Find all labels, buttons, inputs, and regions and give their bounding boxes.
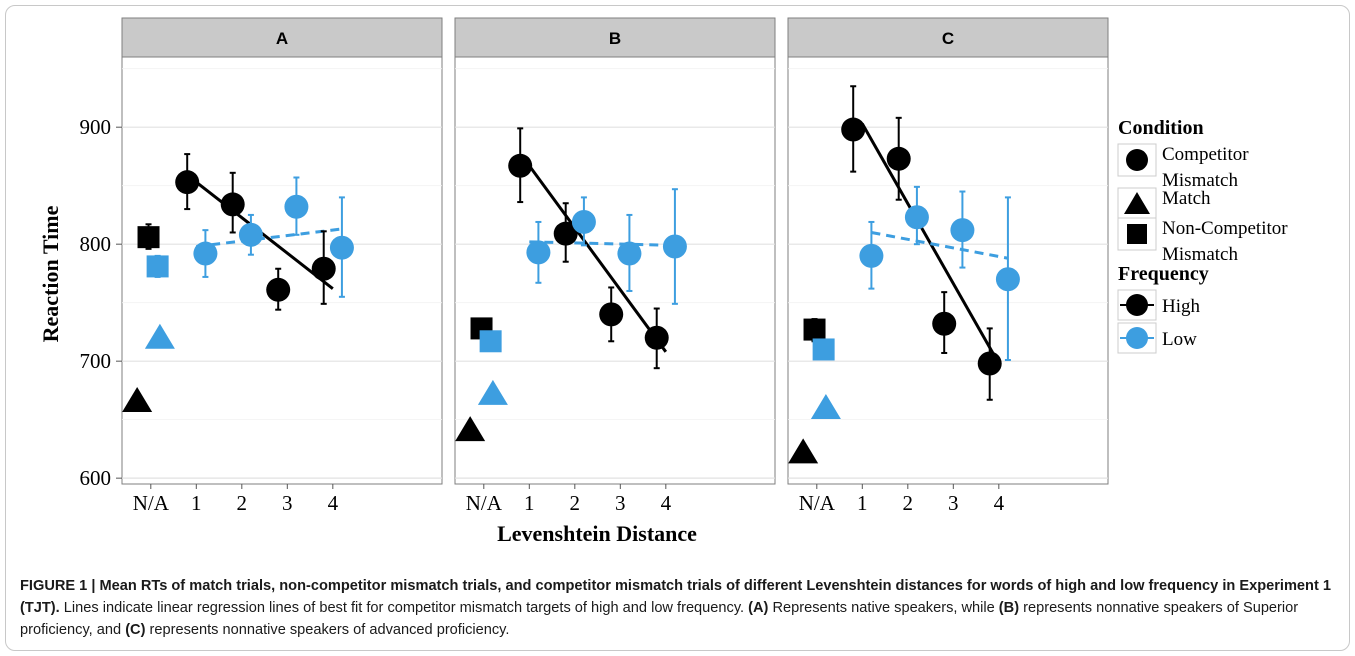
point-competitor-mismatch-low [193,241,218,266]
panel-b: B [454,17,776,485]
point-competitor-mismatch-high [220,192,245,217]
legend-condition-label: Mismatch [1162,244,1238,265]
point-competitor-mismatch-high [175,170,200,195]
x-tick-label: N/A [133,491,170,515]
x-tick-label: 1 [857,491,868,515]
point-competitor-mismatch-low [904,205,929,230]
y-tick-label: 900 [80,115,112,139]
y-tick-label: 700 [80,349,112,373]
regression-line-high [195,180,334,290]
legend-square-icon [1127,224,1147,244]
point-competitor-mismatch-high [553,221,578,246]
point-competitor-mismatch-low [571,209,596,234]
panel-strip-label: B [609,29,621,48]
regression-line-low [529,240,675,247]
regression-line-low [871,231,1009,260]
point-competitor-mismatch-high [886,146,911,171]
legend-condition-title: Condition [1118,117,1204,139]
caption-text-4: represents nonnative speakers of advance… [145,622,510,638]
x-tick-label: 1 [524,491,535,515]
x-tick-label: 2 [570,491,581,515]
legend-condition-label: Mismatch [1162,170,1238,191]
legend-frequency-label: High [1162,296,1201,317]
x-tick-label: N/A [799,491,836,515]
panel-a: A [121,17,443,485]
x-tick-label: 4 [328,491,339,515]
legend-frequency-label: Low [1162,329,1197,350]
panel-plot-area [121,56,443,485]
point-competitor-mismatch-high [644,325,669,350]
legend-circle-icon [1126,327,1148,349]
point-competitor-mismatch-low [662,234,687,259]
point-match-high [455,416,486,442]
point-competitor-mismatch-low [284,194,309,219]
panel-strip [121,17,443,58]
point-non-competitor-mismatch-high [137,226,160,249]
point-competitor-mismatch-low [238,222,263,247]
point-competitor-mismatch-low [995,267,1020,292]
point-match-low [144,323,175,349]
panel-strip-label: C [942,29,954,48]
point-competitor-mismatch-low [329,235,354,260]
point-competitor-mismatch-low [950,218,975,243]
point-competitor-mismatch-low [526,240,551,265]
point-competitor-mismatch-high [311,256,336,281]
regression-line-low [196,227,343,249]
point-competitor-mismatch-high [841,117,866,142]
y-tick-label: 600 [80,466,112,490]
legend-triangle-icon [1124,192,1150,214]
figure-chart: Reaction Time Levenshtein Distance A B C N… [38,17,1288,546]
x-tick-label: 3 [282,491,293,515]
caption-text-2: Represents native speakers, while [768,600,999,616]
point-competitor-mismatch-high [932,311,957,336]
point-non-competitor-mismatch-low [479,330,502,353]
point-competitor-mismatch-low [859,243,884,268]
panel-strip-label: A [276,29,288,48]
panel-plot-area [454,56,776,485]
panel-c: C [787,17,1109,485]
caption-text-3: represents nonnative speakers of Superio… [20,600,1299,638]
regression-line-high [528,164,668,353]
x-tick-label: 2 [237,491,248,515]
legend-frequency-title: Frequency [1118,263,1209,285]
point-competitor-mismatch-high [599,302,624,327]
point-non-competitor-mismatch-low [812,338,835,361]
point-match-high [122,386,153,412]
x-tick-label: 2 [903,491,914,515]
point-competitor-mismatch-high [508,153,533,178]
caption-ref-b: (B) [998,600,1020,616]
caption-ref-c: (C) [125,622,146,638]
legend-circle-icon [1126,149,1148,171]
point-non-competitor-mismatch-high [803,318,826,341]
x-tick-label: 3 [948,491,959,515]
caption-lead: FIGURE 1 | Mean RTs of match trials, non… [20,578,1331,616]
caption-ref-a: (A) [748,600,769,616]
x-tick-label: N/A [466,491,503,515]
point-match-high [788,438,819,464]
point-match-low [477,379,508,405]
x-tick-label: 4 [661,491,672,515]
x-axis-label: Levenshtein Distance [497,521,697,546]
x-tick-label: 4 [994,491,1005,515]
legend-condition-label: Competitor [1162,144,1249,165]
y-axis-label: Reaction Time [38,205,63,342]
point-competitor-mismatch-low [617,241,642,266]
legend-condition-label: Non-Competitor [1162,218,1288,239]
panel-strip [454,17,776,58]
y-tick-label: 800 [80,232,112,256]
legend-condition-label: Match [1162,188,1211,209]
legend-circle-icon [1126,294,1148,316]
point-competitor-mismatch-high [266,277,291,302]
point-competitor-mismatch-high [977,351,1002,376]
point-match-low [810,393,841,419]
x-tick-label: 1 [191,491,202,515]
point-non-competitor-mismatch-low [146,255,169,278]
x-tick-label: 3 [615,491,626,515]
caption-text-1: Lines indicate linear regression lines o… [59,600,749,616]
figure-caption: FIGURE 1 | Mean RTs of match trials, non… [20,575,1335,641]
